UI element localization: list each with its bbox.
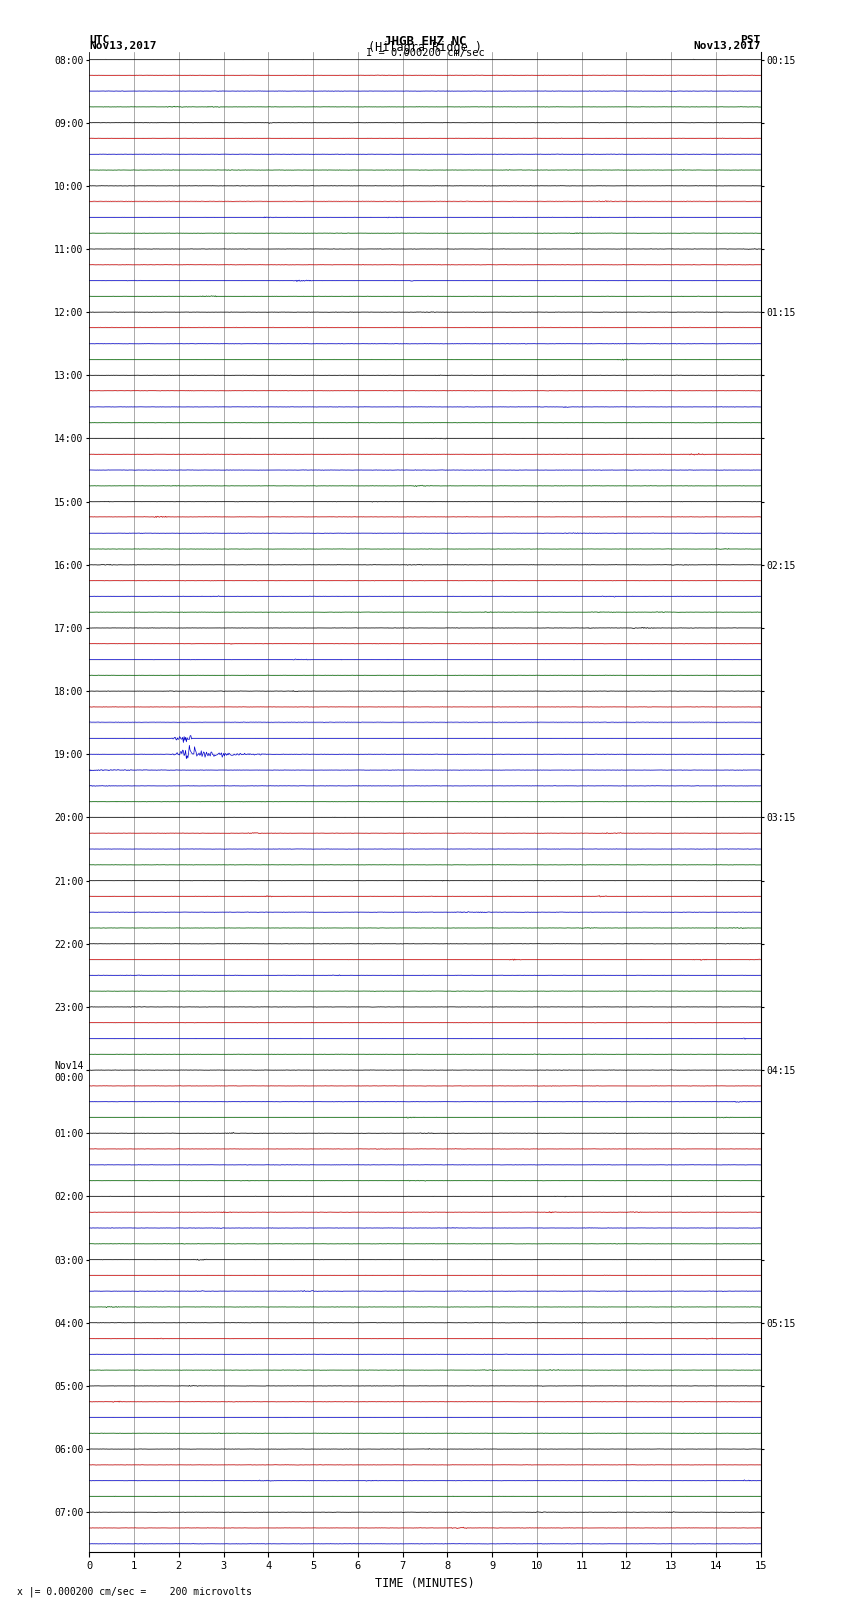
Text: PST: PST — [740, 35, 761, 45]
X-axis label: TIME (MINUTES): TIME (MINUTES) — [375, 1578, 475, 1590]
Text: I = 0.000200 cm/sec: I = 0.000200 cm/sec — [366, 47, 484, 58]
Text: JHGB EHZ NC: JHGB EHZ NC — [383, 35, 467, 48]
Text: (Hilagra Ridge ): (Hilagra Ridge ) — [368, 40, 482, 55]
Text: Nov13,2017: Nov13,2017 — [694, 40, 761, 52]
Text: x |= 0.000200 cm/sec =    200 microvolts: x |= 0.000200 cm/sec = 200 microvolts — [17, 1586, 252, 1597]
Text: Nov13,2017: Nov13,2017 — [89, 40, 156, 52]
Text: UTC: UTC — [89, 35, 110, 45]
